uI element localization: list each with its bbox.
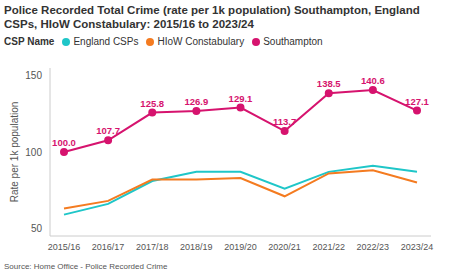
svg-text:107.7: 107.7 (96, 125, 120, 136)
svg-text:2016/17: 2016/17 (92, 242, 125, 252)
html-text:HIoW Constabulary: HIoW Constabulary (157, 36, 245, 47)
svg-text:2023/24: 2023/24 (401, 242, 434, 252)
svg-text:140.6: 140.6 (361, 75, 385, 86)
svg-text:2018/19: 2018/19 (180, 242, 213, 252)
svg-text:2022/23: 2022/23 (357, 242, 390, 252)
svg-text:138.5: 138.5 (317, 78, 341, 89)
html-text:Southampton: Southampton (263, 36, 323, 47)
svg-text:2017/18: 2017/18 (136, 242, 169, 252)
svg-text:2015/16: 2015/16 (48, 242, 81, 252)
svg-text:127.1: 127.1 (405, 96, 429, 107)
svg-text:2020/21: 2020/21 (268, 242, 301, 252)
svg-text:2019/20: 2019/20 (224, 242, 257, 252)
svg-text:2021/22: 2021/22 (312, 242, 345, 252)
svg-text:150: 150 (25, 70, 42, 81)
svg-text:129.1: 129.1 (229, 93, 253, 104)
svg-text:113.7: 113.7 (273, 116, 296, 127)
html-text:Police Recorded Total Crime (r: Police Recorded Total Crime (rate per 1k… (4, 4, 420, 30)
svg-text:50: 50 (31, 223, 43, 234)
svg-text:100.0: 100.0 (52, 137, 76, 148)
svg-text:Rate per 1k population: Rate per 1k population (9, 102, 20, 203)
svg-text:125.8: 125.8 (140, 98, 164, 109)
html-text:Source: Home Office - Police R: Source: Home Office - Police Recorded Cr… (4, 262, 168, 271)
svg-text:100: 100 (25, 147, 42, 158)
svg-text:126.9: 126.9 (184, 96, 208, 107)
html-text:CSP Name: CSP Name (4, 36, 55, 47)
html-text:England CSPs: England CSPs (73, 36, 139, 47)
